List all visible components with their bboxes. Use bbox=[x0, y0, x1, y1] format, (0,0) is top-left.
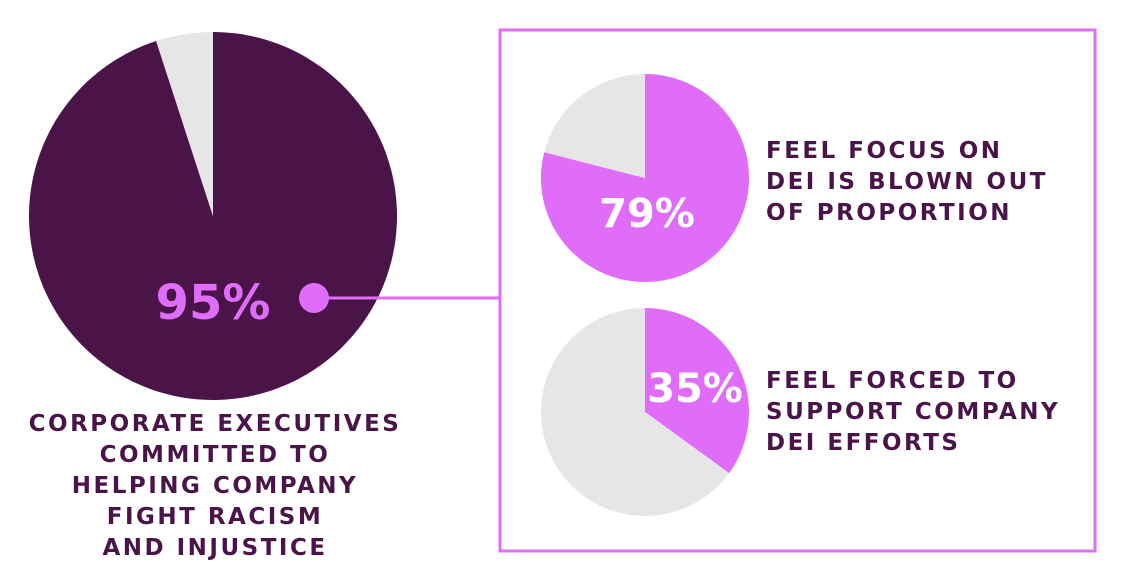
caption-line: AND INJUSTICE bbox=[102, 535, 328, 561]
caption-line: OF PROPORTION bbox=[766, 200, 1013, 226]
caption-line: FEEL FORCED TO bbox=[766, 368, 1019, 394]
caption-line: FIGHT RACISM bbox=[106, 504, 324, 530]
executives-caption: CORPORATE EXECUTIVES COMMITTED TO HELPIN… bbox=[10, 409, 420, 564]
main-remainder-slice bbox=[156, 32, 213, 216]
pie-chart-executives-committed bbox=[29, 32, 398, 400]
caption-line: SUPPORT COMPANY bbox=[766, 399, 1061, 425]
pie-chart-dei-blown-out bbox=[541, 74, 749, 282]
dei-blown-out-caption: FEEL FOCUS ON DEI IS BLOWN OUT OF PROPOR… bbox=[766, 136, 1048, 229]
caption-line: DEI EFFORTS bbox=[766, 430, 961, 456]
caption-line: FEEL FOCUS ON bbox=[766, 138, 1003, 164]
pie-chart-forced-to-support bbox=[541, 308, 749, 516]
breakdown-box-border bbox=[498, 28, 1097, 553]
focus-percent-label: 79% bbox=[599, 191, 695, 237]
forced-to-support-caption: FEEL FORCED TO SUPPORT COMPANY DEI EFFOR… bbox=[766, 366, 1060, 459]
caption-line: DEI IS BLOWN OUT bbox=[766, 169, 1048, 195]
forced-remainder-slice bbox=[541, 308, 730, 516]
forced-percent-label: 35% bbox=[647, 366, 743, 412]
caption-line: COMMITTED TO bbox=[99, 442, 331, 468]
main-percent-label: 95% bbox=[156, 275, 271, 331]
forced-value-slice bbox=[645, 308, 749, 474]
caption-line: HELPING COMPANY bbox=[71, 473, 359, 499]
connector-dot bbox=[299, 283, 329, 313]
caption-line: CORPORATE EXECUTIVES bbox=[28, 411, 402, 437]
focus-remainder-slice bbox=[544, 74, 645, 178]
